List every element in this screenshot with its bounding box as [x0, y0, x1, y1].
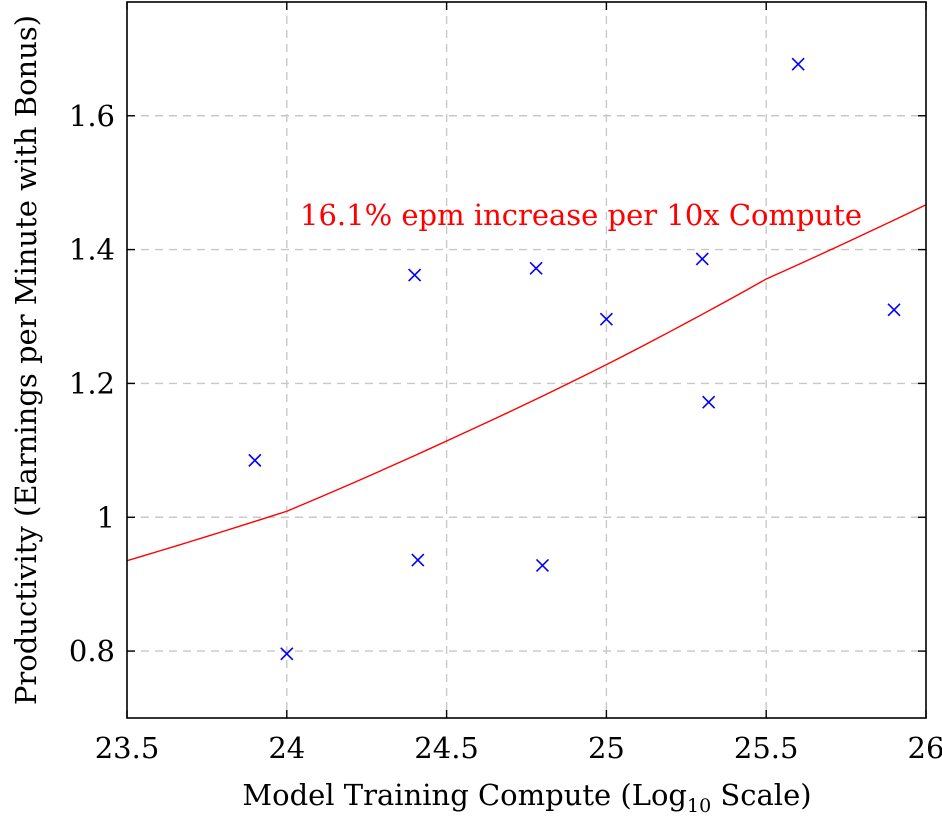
y-tick-label: 0.8	[69, 634, 115, 668]
data-point	[887, 303, 901, 317]
x-axis-title: Model Training Compute (Log10 Scale)	[242, 778, 811, 816]
data-point-stroke	[887, 303, 901, 317]
y-tick-label: 1.4	[69, 233, 115, 267]
data-point	[408, 268, 422, 282]
data-point	[411, 553, 425, 567]
x-axis-title-subscript: 10	[687, 795, 711, 816]
data-point-stroke	[529, 261, 543, 275]
plot-area-frame	[126, 1, 927, 719]
data-point-stroke	[599, 312, 613, 326]
data-point-stroke	[411, 553, 425, 567]
x-axis-title-main: Model Training Compute (Log	[242, 778, 687, 812]
data-point-stroke	[408, 268, 422, 282]
data-point	[529, 261, 543, 275]
y-tick-label: 1	[97, 500, 115, 534]
data-point	[535, 558, 550, 572]
x-tick-label: 24.5	[414, 731, 479, 765]
x-axis-title-tail: Scale)	[711, 778, 811, 812]
x-tick-label: 25.5	[734, 731, 799, 765]
data-point-stroke	[280, 647, 294, 661]
grid	[127, 2, 926, 718]
fit-curve-layer	[126, 204, 927, 562]
fit-curve	[126, 204, 927, 562]
y-tick-label: 1.6	[69, 99, 115, 133]
x-tick-label: 23.5	[95, 731, 160, 765]
data-point	[248, 453, 262, 467]
data-points	[248, 57, 901, 661]
x-tick-label: 24	[268, 731, 305, 765]
y-tick-label: 1.2	[69, 366, 115, 400]
x-tick-label: 25	[588, 731, 625, 765]
x-tick-label: 26	[908, 731, 942, 765]
data-point-stroke	[702, 395, 716, 409]
data-point	[280, 647, 294, 661]
y-axis-ticks: 0.8 1 1.2 1.4 1.6	[69, 99, 926, 668]
fit-annotation: 16.1% epm increase per 10x Compute	[300, 198, 862, 232]
data-point-stroke	[248, 453, 262, 467]
data-point	[702, 395, 716, 409]
y-axis-title: Productivity (Earnings per Minute with B…	[9, 15, 43, 705]
data-point	[599, 312, 613, 326]
data-point	[791, 57, 805, 71]
x-axis-ticks: 23.5 24 24.5 25 25.5 26	[95, 2, 942, 765]
data-point	[695, 252, 709, 266]
data-point-stroke	[535, 558, 550, 572]
data-point-stroke	[791, 57, 805, 71]
data-point-stroke	[695, 252, 709, 266]
